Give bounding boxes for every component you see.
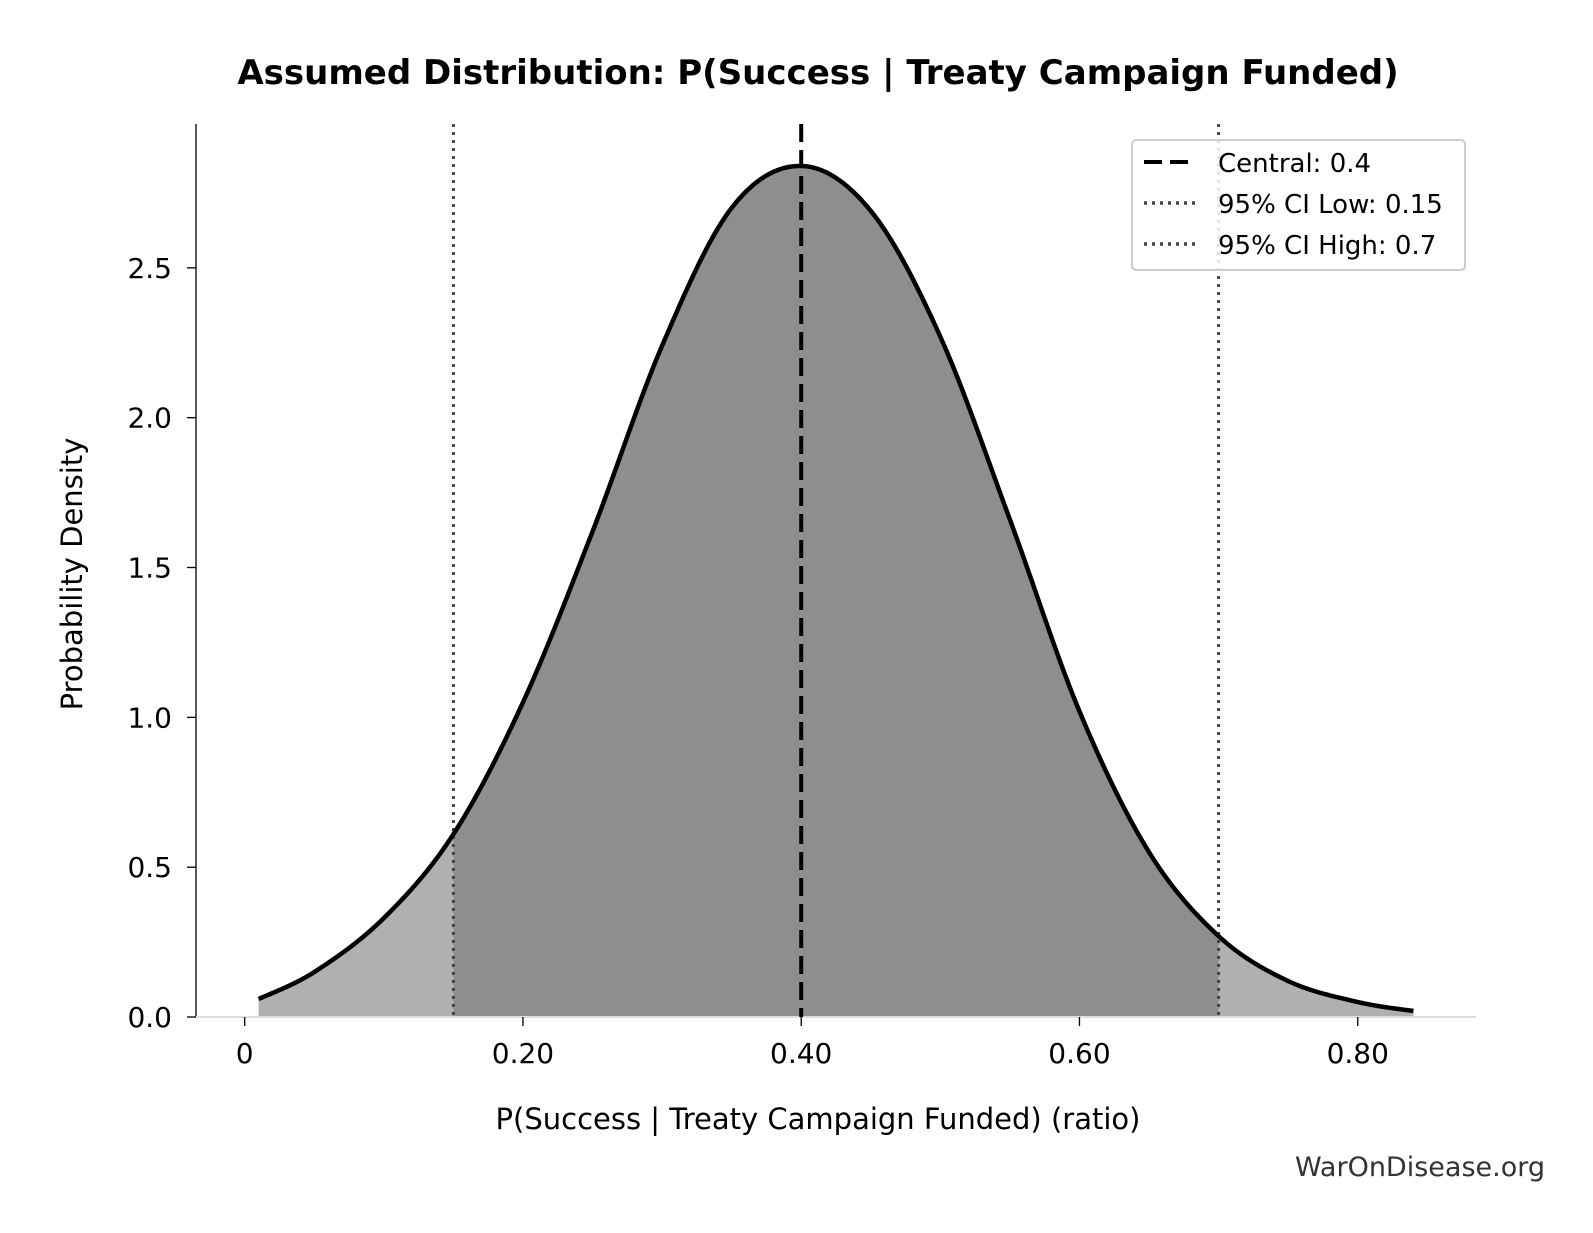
y-axis-label: Probability Density [55,438,89,711]
y-tick-label: 0.5 [127,851,172,884]
x-tick-label: 0.80 [1327,1037,1389,1070]
legend: Central: 0.4 95% CI Low: 0.15 95% CI Hig… [1131,139,1466,271]
y-tick-label: 1.0 [127,701,172,734]
left-tail-area [258,834,454,1017]
legend-entry-central: Central: 0.4 [1218,149,1371,179]
plot-area: 0 0.20 0.40 0.60 0.80 0.0 0.5 1.0 1.5 2.0 2.5 [127,124,1476,1070]
x-tick-label: 0.20 [492,1037,554,1070]
y-tick-label: 0.0 [127,1001,172,1034]
y-tick-label: 2.0 [127,402,172,435]
legend-entry-ci-low: 95% CI Low: 0.15 [1218,190,1443,220]
y-tick-label: 2.5 [127,252,172,285]
density-curve [257,163,1415,1014]
right-tail-area [1218,936,1414,1017]
legend-entry-ci-high: 95% CI High: 0.7 [1218,231,1436,261]
x-tick-label: 0 [236,1037,254,1070]
legend-frame [1131,139,1466,271]
y-tick-label: 1.5 [127,552,172,585]
x-tick-label: 0.60 [1048,1037,1110,1070]
x-axis-label: P(Success | Treaty Campaign Funded) (rat… [496,1102,1141,1136]
chart-title: Assumed Distribution: P(Success | Treaty… [237,53,1398,93]
watermark: WarOnDisease.org [1295,1152,1545,1183]
x-tick-label: 0.40 [770,1037,832,1070]
ci-region-area [453,165,1219,1017]
